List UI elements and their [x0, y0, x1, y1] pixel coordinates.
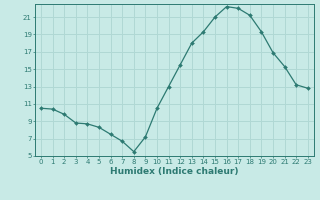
X-axis label: Humidex (Indice chaleur): Humidex (Indice chaleur): [110, 167, 239, 176]
